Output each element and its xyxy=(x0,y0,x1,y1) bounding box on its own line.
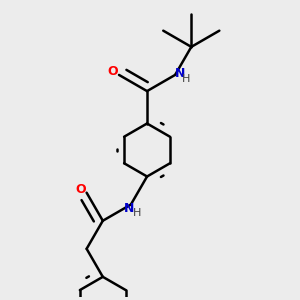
Text: N: N xyxy=(175,67,185,80)
Text: O: O xyxy=(75,183,86,196)
Text: O: O xyxy=(108,65,118,79)
Text: H: H xyxy=(182,74,190,84)
Text: N: N xyxy=(124,202,135,215)
Text: H: H xyxy=(133,208,141,218)
